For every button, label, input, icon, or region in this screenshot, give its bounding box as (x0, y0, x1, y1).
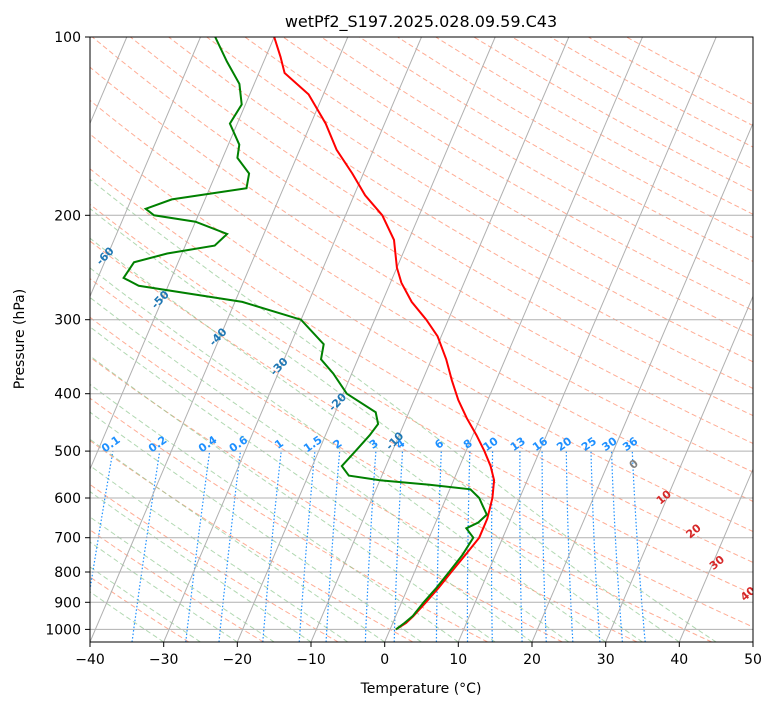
x-tick-label: 40 (670, 652, 688, 668)
x-tick-label: −10 (296, 652, 326, 668)
y-tick-label: 600 (54, 491, 81, 507)
isotherm-line (384, 37, 643, 642)
isotherm-line (90, 37, 201, 298)
x-axis-label: Temperature (°C) (360, 681, 482, 697)
moist-adiabat (90, 490, 312, 642)
mixing-ratio-line (435, 451, 442, 642)
y-tick-label: 200 (54, 208, 81, 224)
moist-adiabat (90, 326, 533, 642)
isotherm-line (236, 37, 496, 642)
moist-adiabat (90, 438, 385, 642)
x-tick-label: 30 (597, 652, 615, 668)
dry-adiabat (168, 37, 753, 389)
y-tick-label: 900 (54, 595, 81, 611)
dry-adiabat (90, 397, 488, 642)
isotherm-line (163, 37, 422, 642)
moist-adiabats (90, 178, 717, 642)
moist-adiabat (90, 383, 459, 642)
dry-adiabat (90, 203, 753, 595)
y-tick-label: 800 (54, 565, 81, 581)
mixing-ratio-line (565, 451, 574, 642)
moist-adiabat (90, 207, 680, 642)
y-axis-ticks: 100 200 300 400 500 600 700 800 900 1000 (45, 30, 90, 638)
dry-adiabat (90, 529, 264, 642)
x-tick-label: 10 (449, 652, 467, 668)
moist-adiabat (90, 237, 643, 642)
dry-adiabat (90, 133, 753, 533)
x-tick-label: 20 (523, 652, 541, 668)
plot-area: 0.10.20.40.611.52346810131620253036-100-… (90, 37, 753, 642)
dry-adiabat (244, 37, 753, 337)
moist-adiabat (90, 591, 164, 642)
y-tick-label: 400 (54, 387, 81, 403)
isotherm-line (90, 37, 349, 642)
grid-lines (90, 37, 753, 642)
dry-adiabat (90, 66, 753, 473)
mixing-ratio-line (541, 451, 547, 642)
chart-title: wetPf2_S197.2025.028.09.59.C43 (285, 12, 557, 32)
mixing-ratio-line (393, 451, 404, 642)
dry-adiabat (90, 278, 712, 642)
moist-adiabat (90, 411, 422, 642)
isotherm-line (90, 37, 275, 471)
x-tick-label: −30 (149, 652, 179, 668)
mixing-ratio-line (325, 451, 341, 642)
moist-adiabat (90, 267, 606, 642)
x-axis-ticks: −40 −30 −20 −10 0 10 20 30 40 50 (75, 642, 762, 668)
plot-frame (89, 36, 754, 643)
moist-adiabat (90, 296, 570, 642)
moist-adiabat (90, 541, 238, 642)
dry-adiabat (90, 316, 638, 642)
dry-adiabat (90, 168, 753, 563)
dry-adiabat (90, 356, 563, 642)
isotherm-line (310, 37, 570, 642)
x-tick-label: −40 (75, 652, 105, 668)
isotherm-line (457, 37, 717, 642)
y-tick-label: 1000 (45, 622, 81, 638)
mixing-ratio-line (262, 451, 282, 642)
y-tick-label: 100 (54, 30, 81, 46)
x-tick-label: −20 (223, 652, 253, 668)
dry-adiabat (90, 240, 753, 628)
y-axis-label: Pressure (hPa) (12, 289, 28, 389)
mixing-ratio-line (590, 451, 601, 642)
mixing-ratio-line (298, 451, 316, 642)
dry-adiabat (282, 37, 753, 312)
dewpoint-profile (122, 37, 489, 631)
x-tick-label: 50 (744, 652, 762, 668)
profiles (122, 37, 496, 631)
mixing-ratio-line (364, 451, 377, 642)
dry-adiabat (206, 37, 753, 363)
mixing-ratio-line (466, 451, 471, 642)
dry-adiabat (90, 99, 753, 502)
mixing-ratio-line (610, 451, 623, 642)
isotherm-line (678, 467, 753, 642)
mixing-ratio-line (519, 451, 523, 642)
moist-adiabat (90, 465, 349, 642)
moist-adiabat (90, 178, 717, 642)
isotherm-line (605, 295, 753, 642)
moist-adiabat (90, 516, 275, 642)
x-tick-label: 0 (380, 652, 389, 668)
y-tick-label: 500 (54, 444, 81, 460)
y-tick-label: 700 (54, 531, 81, 547)
temperature-profile (273, 37, 496, 631)
moist-adiabat (90, 355, 496, 642)
isotherm-line (531, 122, 753, 642)
y-tick-label: 300 (54, 313, 81, 329)
